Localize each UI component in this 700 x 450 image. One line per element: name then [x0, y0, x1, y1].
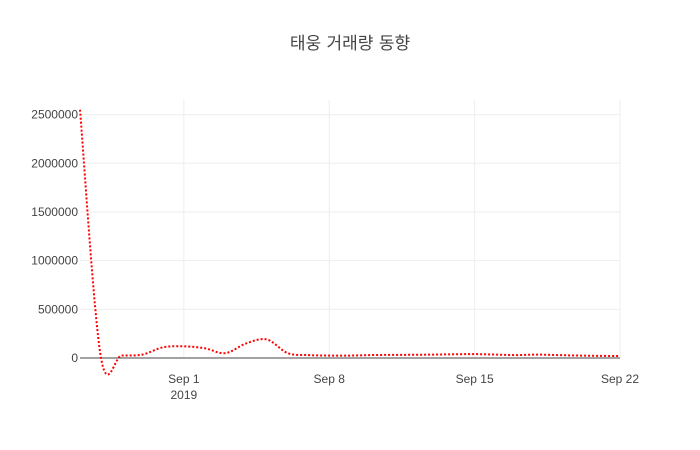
x-tick-label: Sep 8 [314, 372, 346, 386]
x-axis-ticks: Sep 1 2019 Sep 8 Sep 15 Sep 22 [168, 372, 639, 402]
x-tick-label: Sep 1 [168, 372, 200, 386]
y-axis-ticks: 0 500000 1000000 1500000 2000000 2500000 [31, 108, 78, 365]
x-gridlines [183, 100, 621, 358]
y-tick-label: 1000000 [31, 254, 78, 268]
y-tick-label: 0 [71, 351, 78, 365]
y-tick-label: 2500000 [31, 108, 78, 122]
y-tick-label: 1500000 [31, 205, 78, 219]
x-tick-year-label: 2019 [170, 388, 197, 402]
x-tick-label: Sep 15 [456, 372, 494, 386]
x-tick-label: Sep 22 [601, 372, 639, 386]
y-tick-label: 2000000 [31, 156, 78, 170]
y-gridlines [80, 114, 620, 310]
chart-title: 태웅 거래량 동향 [290, 34, 410, 54]
y-tick-label: 500000 [38, 302, 78, 316]
